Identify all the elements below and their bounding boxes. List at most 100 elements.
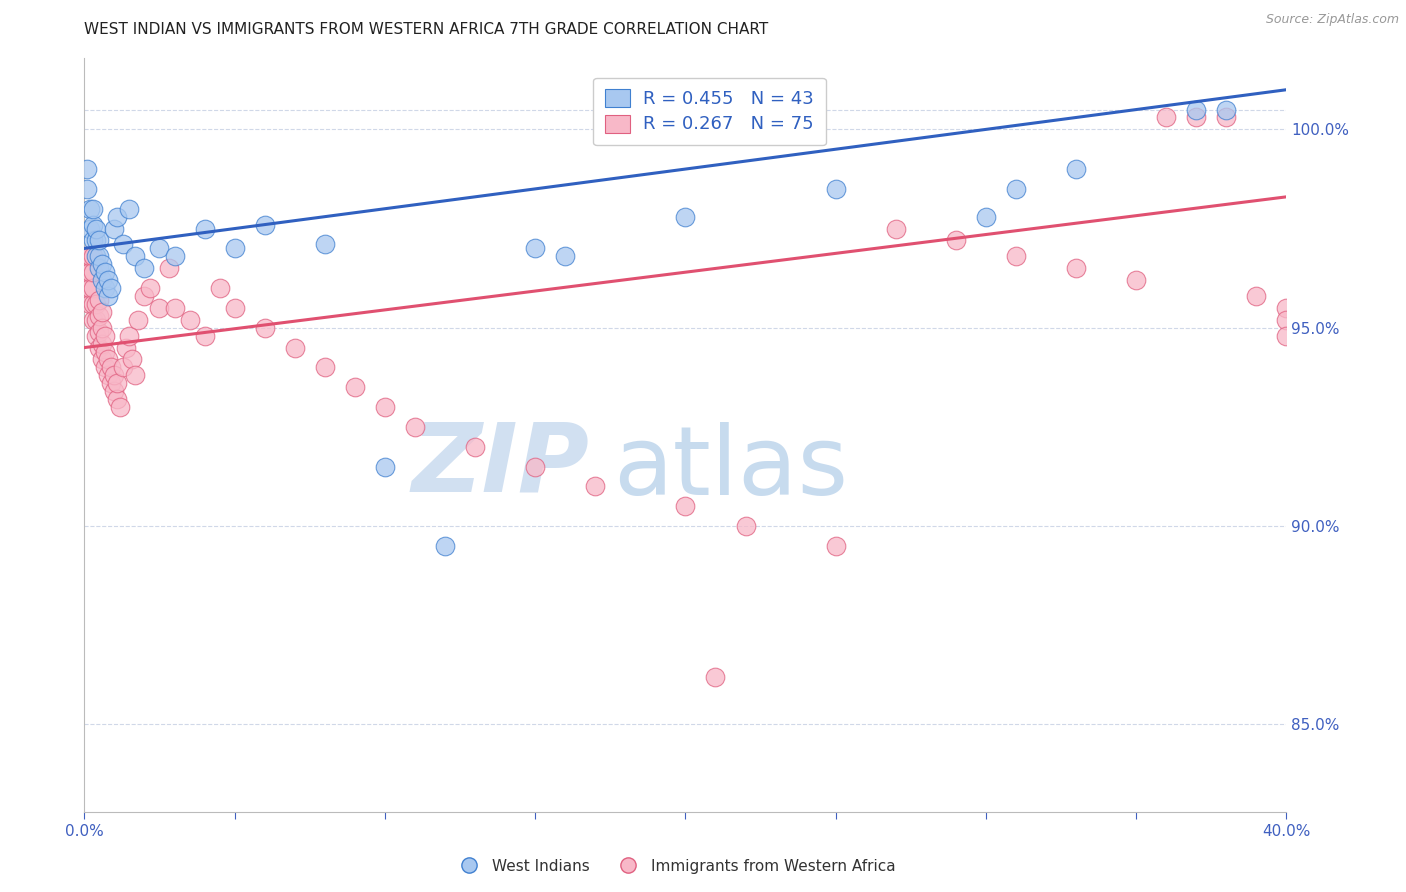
Point	[824, 539, 846, 553]
Point	[82, 218, 104, 232]
Point	[134, 261, 156, 276]
Point	[1275, 328, 1298, 343]
Point	[675, 210, 697, 224]
Point	[79, 221, 101, 235]
Point	[91, 273, 114, 287]
Point	[1156, 111, 1178, 125]
Point	[314, 360, 336, 375]
Point	[284, 341, 307, 355]
Text: ZIP: ZIP	[412, 418, 589, 511]
Point	[82, 281, 104, 295]
Point	[82, 313, 104, 327]
Point	[374, 400, 396, 414]
Point	[1125, 273, 1147, 287]
Point	[404, 420, 426, 434]
Point	[1275, 313, 1298, 327]
Point	[208, 281, 231, 295]
Point	[79, 265, 101, 279]
Point	[1215, 111, 1237, 125]
Point	[97, 368, 120, 383]
Point	[343, 380, 366, 394]
Point	[97, 273, 120, 287]
Point	[91, 305, 114, 319]
Point	[734, 519, 756, 533]
Legend: West Indians, Immigrants from Western Africa: West Indians, Immigrants from Western Af…	[449, 853, 901, 880]
Point	[91, 320, 114, 334]
Point	[583, 479, 606, 493]
Point	[82, 249, 104, 263]
Point	[94, 328, 117, 343]
Point	[76, 265, 98, 279]
Point	[97, 352, 120, 367]
Point	[91, 257, 114, 271]
Point	[157, 261, 180, 276]
Point	[524, 241, 547, 255]
Point	[94, 281, 117, 295]
Point	[148, 241, 170, 255]
Point	[89, 341, 111, 355]
Point	[675, 500, 697, 514]
Point	[194, 328, 217, 343]
Point	[163, 249, 186, 263]
Point	[79, 297, 101, 311]
Point	[76, 249, 98, 263]
Point	[134, 289, 156, 303]
Point	[82, 265, 104, 279]
Point	[79, 202, 101, 216]
Point	[1005, 249, 1028, 263]
Point	[434, 539, 457, 553]
Point	[112, 360, 135, 375]
Point	[76, 281, 98, 295]
Point	[1275, 301, 1298, 315]
Point	[464, 440, 486, 454]
Text: Source: ZipAtlas.com: Source: ZipAtlas.com	[1265, 13, 1399, 27]
Point	[103, 221, 125, 235]
Point	[89, 293, 111, 307]
Point	[86, 234, 108, 248]
Point	[704, 670, 727, 684]
Point	[314, 237, 336, 252]
Point	[86, 313, 108, 327]
Point	[121, 352, 143, 367]
Legend: R = 0.455   N = 43, R = 0.267   N = 75: R = 0.455 N = 43, R = 0.267 N = 75	[593, 78, 825, 145]
Point	[97, 289, 120, 303]
Point	[79, 281, 101, 295]
Point	[1246, 289, 1268, 303]
Point	[107, 210, 129, 224]
Point	[884, 221, 907, 235]
Point	[82, 297, 104, 311]
Point	[103, 368, 125, 383]
Point	[124, 249, 146, 263]
Point	[89, 325, 111, 339]
Point	[127, 313, 149, 327]
Point	[194, 221, 217, 235]
Text: WEST INDIAN VS IMMIGRANTS FROM WESTERN AFRICA 7TH GRADE CORRELATION CHART: WEST INDIAN VS IMMIGRANTS FROM WESTERN A…	[84, 22, 769, 37]
Point	[945, 234, 967, 248]
Point	[94, 344, 117, 359]
Point	[224, 301, 246, 315]
Point	[253, 320, 276, 334]
Point	[224, 241, 246, 255]
Point	[79, 249, 101, 263]
Point	[1064, 261, 1087, 276]
Point	[1005, 182, 1028, 196]
Point	[100, 360, 122, 375]
Point	[124, 368, 146, 383]
Point	[94, 265, 117, 279]
Point	[974, 210, 997, 224]
Point	[94, 360, 117, 375]
Point	[112, 237, 135, 252]
Point	[118, 328, 141, 343]
Point	[1064, 162, 1087, 177]
Point	[82, 234, 104, 248]
Point	[89, 309, 111, 323]
Point	[554, 249, 576, 263]
Point	[86, 297, 108, 311]
Point	[107, 392, 129, 406]
Point	[86, 249, 108, 263]
Point	[82, 202, 104, 216]
Text: atlas: atlas	[613, 422, 848, 516]
Point	[103, 384, 125, 399]
Point	[118, 202, 141, 216]
Point	[1215, 103, 1237, 117]
